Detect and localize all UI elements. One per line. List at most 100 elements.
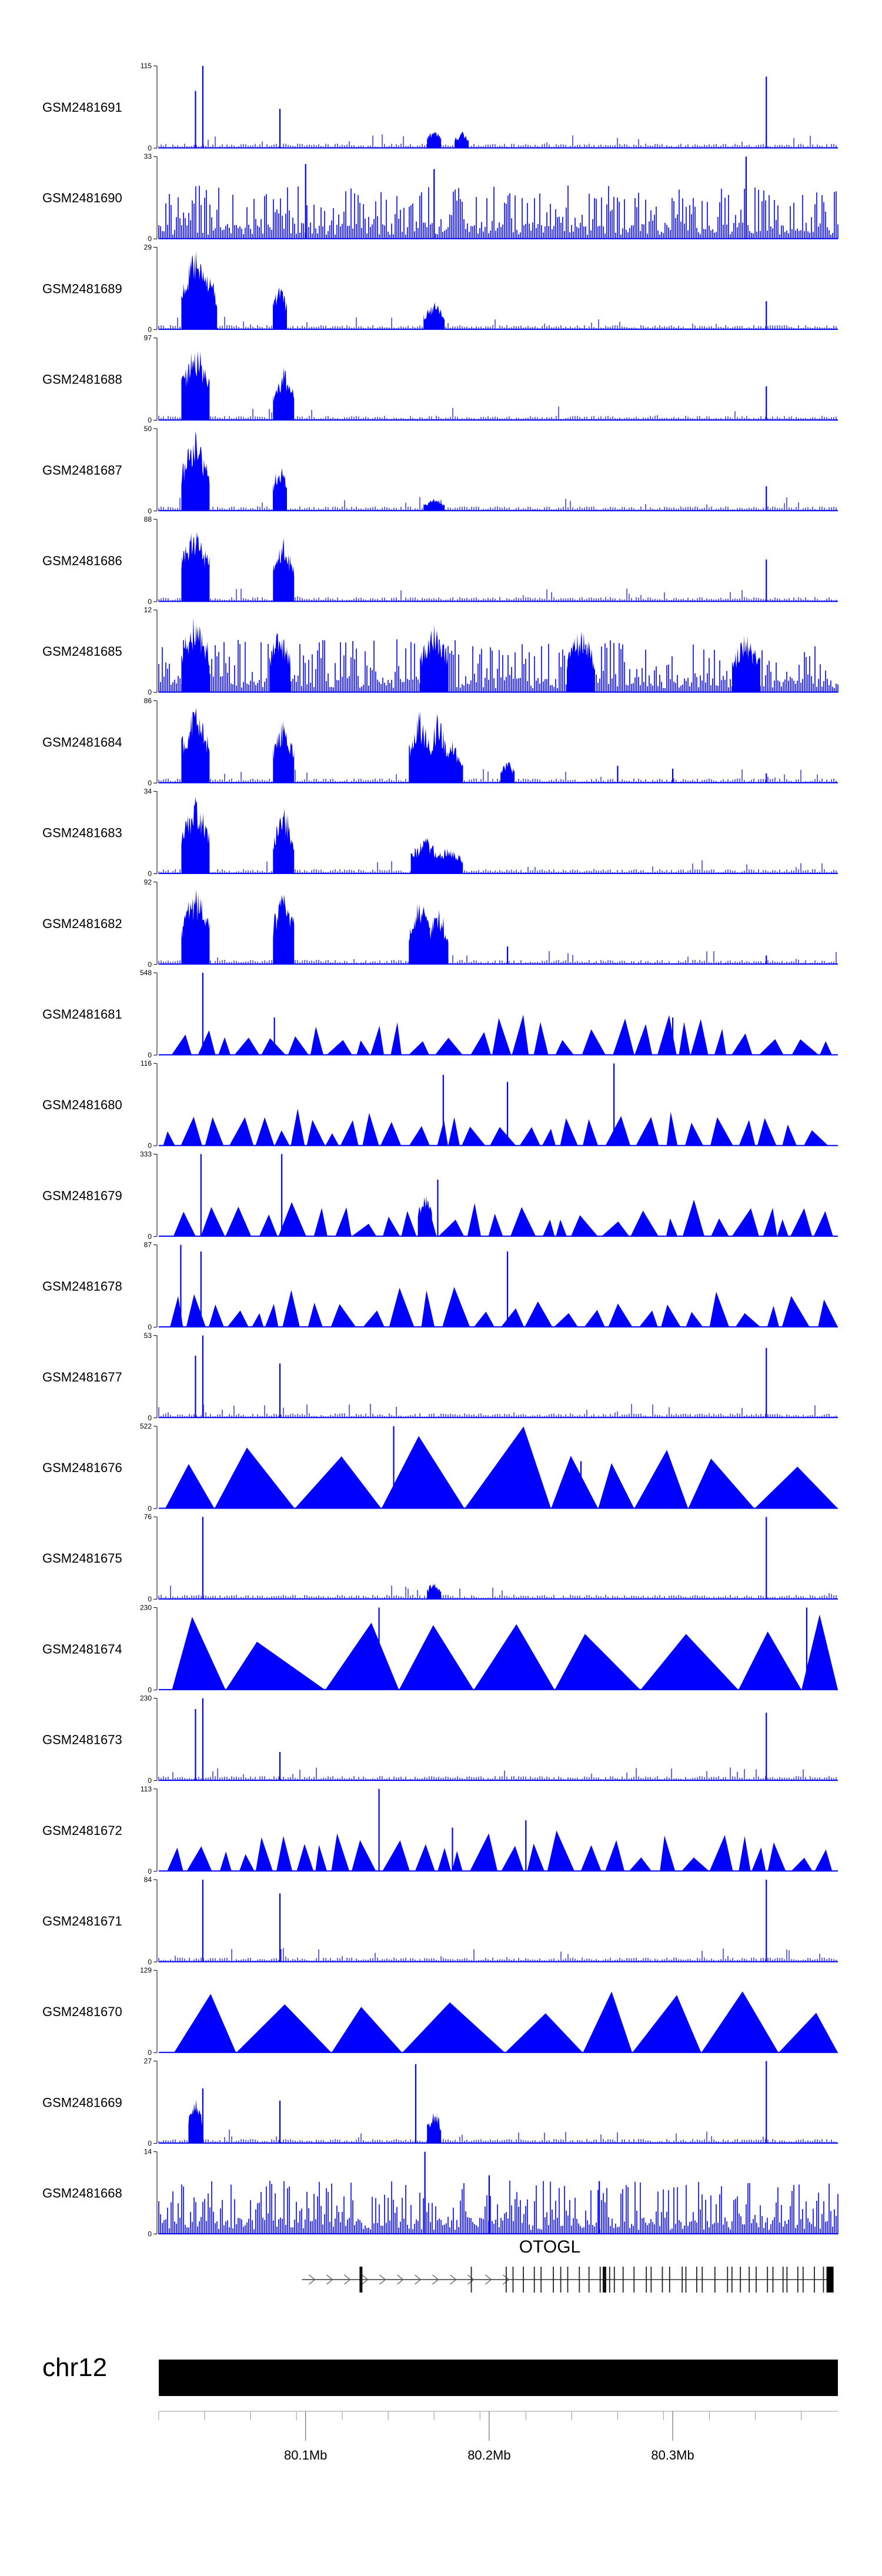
signal-peak <box>181 351 210 421</box>
exon <box>613 2267 615 2293</box>
track-GSM2481691: GSM2481691 115 0 <box>42 62 838 152</box>
signal-triangle <box>186 1846 212 1871</box>
signal-peak <box>181 707 210 783</box>
signal-triangle <box>686 1312 703 1327</box>
y-axis-min-label: 0 <box>148 598 152 606</box>
exon <box>599 2267 601 2293</box>
signal-triangle <box>198 1030 216 1055</box>
signal-peak <box>273 468 288 511</box>
signal-triangle <box>234 1037 260 1055</box>
signal-triangle <box>777 1219 789 1237</box>
genome-axis-tick-label: 80.2Mb <box>467 2448 510 2462</box>
chromosome-bar <box>159 2360 838 2396</box>
signal-triangle <box>556 1219 567 1237</box>
signal-triangle <box>781 1296 810 1327</box>
track-label: GSM2481675 <box>42 1551 122 1566</box>
signal-triangle <box>767 1842 786 1871</box>
y-axis-max-label: 86 <box>144 696 152 705</box>
signal-triangle <box>690 1019 709 1055</box>
exon <box>646 2267 647 2293</box>
exon <box>533 2267 535 2293</box>
signal-triangle <box>666 1112 678 1146</box>
signal-triangle <box>452 1851 463 1871</box>
track-label: GSM2481686 <box>42 553 122 568</box>
signal-triangle <box>553 1313 579 1327</box>
signal-triangle <box>261 1038 286 1055</box>
y-axis-max-label: 33 <box>144 152 152 161</box>
signal-triangle <box>801 1614 838 1690</box>
signal-triangle <box>295 1456 382 1509</box>
exon <box>681 2267 683 2293</box>
signal-triangle <box>527 1843 544 1871</box>
signal-triangle <box>227 1310 249 1327</box>
exon <box>609 2267 610 2293</box>
signal-triangle <box>814 1849 833 1871</box>
signal-triangle <box>666 1218 678 1237</box>
y-axis-min-label: 0 <box>148 1414 152 1422</box>
y-axis-min-label: 0 <box>148 325 152 333</box>
exon <box>553 2267 554 2293</box>
y-axis-max-label: 333 <box>140 1150 152 1158</box>
exon <box>797 2267 799 2293</box>
strand-arrow <box>485 2274 492 2285</box>
exon <box>786 2267 788 2293</box>
signal-triangle <box>608 1303 633 1327</box>
y-axis-min-label: 0 <box>148 1051 152 1059</box>
signal-triangle <box>505 2013 583 2053</box>
exon <box>669 2267 670 2293</box>
y-axis-max-label: 34 <box>144 788 152 796</box>
signal-triangle <box>763 1207 777 1237</box>
y-axis-min-label: 0 <box>148 1777 152 1785</box>
y-axis-max-label: 113 <box>141 1785 152 1793</box>
y-axis-min-label: 0 <box>148 1504 152 1513</box>
y-axis-max-label: 230 <box>140 1603 152 1611</box>
strand-arrow <box>415 2274 422 2285</box>
signal-background <box>158 406 837 421</box>
signal-triangle <box>370 1026 385 1055</box>
signal-triangle <box>351 1223 377 1237</box>
exon <box>470 2267 472 2293</box>
signal-peak <box>269 633 291 693</box>
signal-triangle <box>435 1037 463 1055</box>
signal-triangle <box>584 1310 605 1327</box>
exon <box>588 2267 590 2293</box>
signal-peak <box>427 2113 442 2144</box>
signal-peak <box>442 740 463 783</box>
signal-triangle <box>510 1207 536 1237</box>
signal-triangle <box>560 1118 578 1146</box>
signal-triangle <box>640 1634 739 1690</box>
signal-triangle <box>218 1037 231 1055</box>
signal-triangle <box>467 1203 482 1237</box>
signal-triangle <box>731 1208 759 1237</box>
signal-triangle <box>408 1041 430 1055</box>
y-axis-max-label: 129 <box>140 1966 152 1974</box>
signal-triangle <box>239 1854 255 1871</box>
y-axis-min-label: 0 <box>148 2048 152 2057</box>
exon <box>749 2267 750 2293</box>
track-GSM2481682: GSM2481682 92 0 <box>42 878 838 969</box>
signal-peak <box>423 499 445 511</box>
signal-triangle <box>340 1120 359 1146</box>
signal-triangle <box>331 1833 350 1871</box>
track-GSM2481683: GSM2481683 34 0 <box>42 788 838 878</box>
signal-peak <box>435 848 463 874</box>
track-label: GSM2481676 <box>42 1460 122 1475</box>
signal-triangle <box>813 1211 833 1237</box>
signal-triangle <box>172 1617 226 1690</box>
signal-triangle <box>401 1211 417 1237</box>
signal-triangle <box>803 1130 828 1146</box>
signal-triangle <box>442 1287 470 1327</box>
track-GSM2481684: GSM2481684 86 0 <box>42 696 838 787</box>
signal-triangle <box>421 1290 435 1327</box>
signal-triangle <box>605 1116 631 1146</box>
exon <box>359 2267 363 2293</box>
signal-triangle <box>205 1117 224 1146</box>
track-GSM2481685: GSM2481685 12 0 <box>42 606 838 696</box>
signal-triangle <box>278 1202 306 1237</box>
track-GSM2481672: GSM2481672 113 0 <box>42 1785 838 1876</box>
exon <box>512 2267 514 2293</box>
signal-background <box>158 639 838 693</box>
exon <box>603 2267 606 2293</box>
exon <box>567 2267 569 2293</box>
